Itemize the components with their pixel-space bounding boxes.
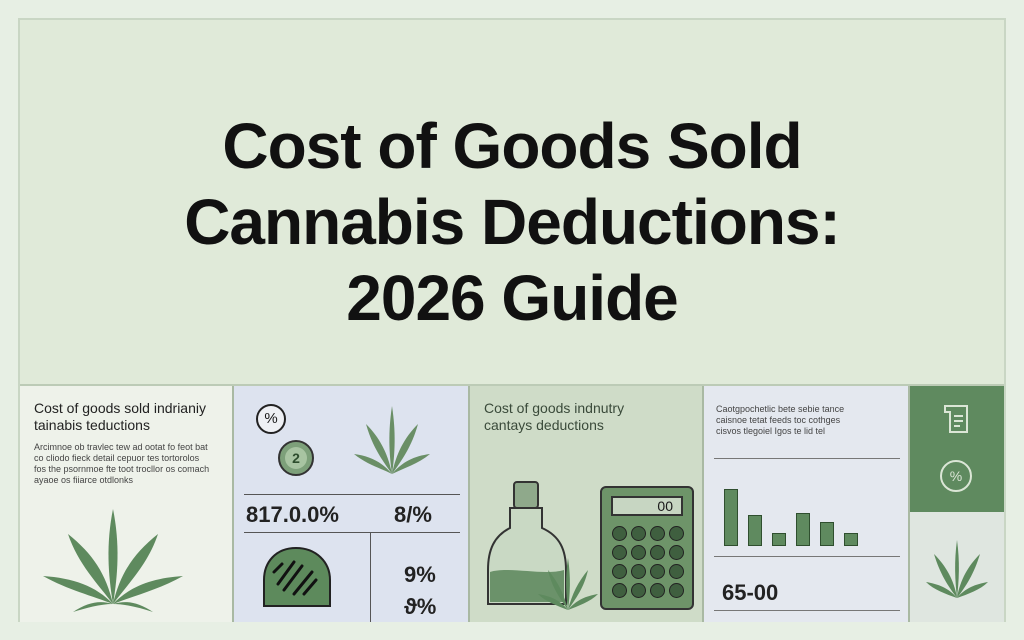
bar-chart — [718, 466, 898, 546]
title-line-3: 2026 Guide — [346, 262, 679, 334]
stat-value-4: ϑ% — [404, 594, 437, 619]
panel-chart-body-line-3: cisvos tlegoiel Igos te lid tel — [716, 426, 826, 436]
chart-bar — [772, 533, 786, 546]
pills-icon — [263, 546, 331, 607]
calculator-key — [631, 583, 646, 598]
panel-calculator: Cost of goods indnutry cantays deduction… — [470, 386, 704, 622]
calculator-key — [612, 583, 627, 598]
panel-side: % — [910, 386, 1004, 622]
panel-intro-body-line-3: fos the psornmoe fte toot trocllor os co… — [34, 464, 210, 474]
divider — [714, 610, 900, 611]
panel-calculator-title-line-1: Cost of goods indnutry — [484, 400, 625, 416]
calculator-key — [650, 564, 665, 579]
stat-value-2: 8/% — [394, 502, 432, 527]
calculator-key — [631, 545, 646, 560]
chart-bar — [724, 489, 738, 546]
chart-bar — [796, 513, 810, 546]
panel-chart-body: Caotgpochetlic bete sebie tance caisnoe … — [716, 404, 902, 437]
calculator-key — [650, 526, 665, 541]
chart-bar — [820, 522, 834, 546]
title-line-2: Cannabis Deductions: — [184, 186, 841, 258]
calculator-key — [669, 545, 684, 560]
calculator-display: 00 — [611, 496, 683, 516]
hero-banner: Cost of Goods Sold Cannabis Deductions: … — [20, 20, 1004, 384]
divider — [244, 532, 460, 533]
calculator-icon: 00 — [600, 486, 694, 610]
cannabis-leaf-icon — [926, 540, 988, 598]
calculator-key — [631, 564, 646, 579]
document-icon — [944, 405, 968, 433]
calculator-key — [650, 583, 665, 598]
stat-value-1: 817.0.0% — [246, 502, 339, 527]
panel-intro-title: Cost of goods sold indrianiy tainabis te… — [34, 400, 206, 434]
calculator-key — [669, 564, 684, 579]
divider — [244, 494, 460, 495]
title-line-1: Cost of Goods Sold — [222, 110, 802, 182]
calculator-key — [612, 564, 627, 579]
cannabis-leaf-icon — [43, 509, 183, 612]
calculator-key — [669, 583, 684, 598]
small-leaf-icon — [538, 558, 598, 610]
coin-badge-number: 2 — [285, 447, 307, 469]
coin-badge: 2 — [278, 440, 314, 476]
calculator-key — [631, 526, 646, 541]
panel-intro-body-line-2: co cliodo fieck detail cepuor tes tortor… — [34, 453, 200, 463]
chart-bar — [844, 533, 858, 546]
panel-row: Cost of goods sold indrianiy tainabis te… — [20, 384, 1004, 622]
calculator-key — [612, 526, 627, 541]
panel-intro: Cost of goods sold indrianiy tainabis te… — [20, 386, 234, 622]
panel-intro-title-line-1: Cost of goods sold indrianiy — [34, 400, 206, 416]
percent-circle-icon: % — [940, 460, 972, 492]
panel-intro-title-line-2: tainabis teductions — [34, 417, 150, 433]
chart-bar — [748, 515, 762, 546]
panel-intro-body-line-1: Arcimnoe ob travlec tew ad ootat fo feot… — [34, 442, 208, 452]
panel-intro-body-line-4: ayaoe os fiiarce otdlonks — [34, 475, 134, 485]
calculator-key — [669, 526, 684, 541]
percent-badge-icon: % — [256, 404, 286, 434]
panel-stats: % 2 817.0.0% 8/% — [234, 386, 470, 622]
cannabis-leaf-icon — [354, 406, 430, 474]
divider — [714, 458, 900, 459]
panel-chart: Caotgpochetlic bete sebie tance caisnoe … — [704, 386, 910, 622]
side-accent-block: % — [910, 386, 1004, 512]
calculator-key — [612, 545, 627, 560]
panel-chart-body-line-2: caisnoe tetat feeds toc cothges — [716, 415, 841, 425]
chart-total: 65-00 — [722, 580, 779, 605]
panel-calculator-title-line-2: cantays deductions — [484, 417, 604, 433]
divider-vertical — [370, 532, 371, 622]
panel-intro-body: Arcimnoe ob travlec tew ad ootat fo feot… — [34, 442, 224, 486]
calculator-key — [650, 545, 665, 560]
panel-chart-body-line-1: Caotgpochetlic bete sebie tance — [716, 404, 845, 414]
stat-value-3: 9% — [404, 562, 436, 587]
guide-frame: Cost of Goods Sold Cannabis Deductions: … — [18, 18, 1006, 622]
panel-calculator-title: Cost of goods indnutry cantays deduction… — [484, 400, 624, 434]
page-title: Cost of Goods Sold Cannabis Deductions: … — [20, 108, 1004, 336]
divider — [714, 556, 900, 557]
